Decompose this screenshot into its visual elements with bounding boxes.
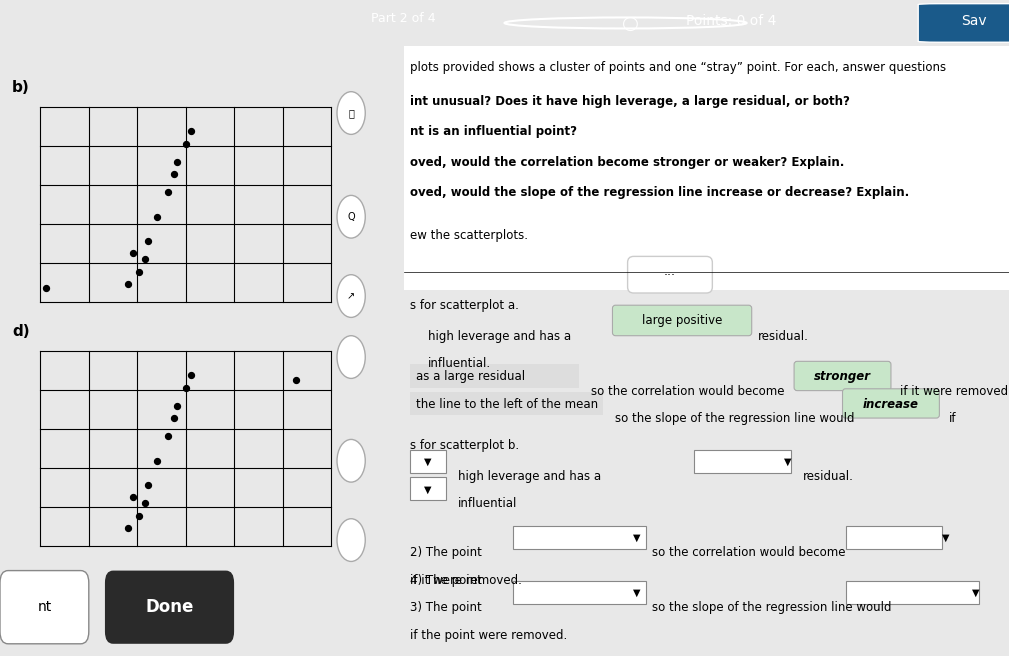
FancyBboxPatch shape <box>410 364 579 388</box>
Text: ▼: ▼ <box>784 457 792 467</box>
Text: ▼: ▼ <box>424 457 432 467</box>
Text: if it were removed.: if it were removed. <box>410 573 522 586</box>
Point <box>169 401 185 411</box>
Point <box>125 492 141 502</box>
Text: oved, would the correlation become stronger or weaker? Explain.: oved, would the correlation become stron… <box>410 155 845 169</box>
Point <box>165 413 182 423</box>
Text: ew the scatterplots.: ew the scatterplots. <box>410 229 528 242</box>
Text: Points: 0 of 4: Points: 0 of 4 <box>686 14 777 28</box>
Text: Q: Q <box>347 212 355 222</box>
FancyBboxPatch shape <box>694 450 791 473</box>
Text: ...: ... <box>664 265 676 278</box>
Point <box>119 523 135 533</box>
Point <box>288 375 304 386</box>
Point <box>140 236 156 247</box>
Circle shape <box>337 195 365 238</box>
Point <box>137 254 153 264</box>
Point <box>140 480 156 491</box>
Text: influential.: influential. <box>428 357 491 370</box>
Point <box>165 169 182 179</box>
Text: if it were removed.: if it were removed. <box>900 384 1009 398</box>
FancyBboxPatch shape <box>105 571 234 644</box>
Point <box>119 279 135 289</box>
Text: nt is an influential point?: nt is an influential point? <box>410 125 577 138</box>
Circle shape <box>337 92 365 134</box>
Point <box>131 510 147 521</box>
Text: stronger: stronger <box>814 370 871 383</box>
Text: residual.: residual. <box>803 470 854 483</box>
Text: high leverage and has a: high leverage and has a <box>458 470 601 483</box>
Point <box>38 283 54 294</box>
Text: as a large residual: as a large residual <box>416 370 525 383</box>
Text: influential: influential <box>458 497 518 510</box>
Text: s for scatterplot b.: s for scatterplot b. <box>410 440 519 453</box>
FancyBboxPatch shape <box>794 361 891 390</box>
Circle shape <box>337 440 365 482</box>
Text: int unusual? Does it have high leverage, a large residual, or both?: int unusual? Does it have high leverage,… <box>410 94 850 108</box>
Text: 4) The point: 4) The point <box>410 573 481 586</box>
Text: the line to the left of the mean: the line to the left of the mean <box>416 398 598 411</box>
Text: ↗: ↗ <box>347 291 355 301</box>
Text: increase: increase <box>863 398 919 411</box>
Point <box>184 370 200 380</box>
FancyBboxPatch shape <box>846 526 942 549</box>
FancyBboxPatch shape <box>612 305 752 336</box>
FancyBboxPatch shape <box>404 46 1009 290</box>
Text: Sav: Sav <box>961 14 987 28</box>
FancyBboxPatch shape <box>410 450 446 473</box>
Text: ▼: ▼ <box>633 588 641 598</box>
Point <box>169 157 185 167</box>
Text: if: if <box>948 412 956 425</box>
Point <box>160 431 177 441</box>
FancyBboxPatch shape <box>410 478 446 501</box>
Point <box>148 455 164 466</box>
Text: so the correlation would become: so the correlation would become <box>652 546 846 559</box>
Text: high leverage and has a: high leverage and has a <box>428 329 571 342</box>
Text: b): b) <box>12 80 30 94</box>
Point <box>131 266 147 277</box>
Point <box>148 211 164 222</box>
Point <box>184 126 200 136</box>
Point <box>160 187 177 197</box>
Text: 🔍: 🔍 <box>348 108 354 118</box>
Text: nt: nt <box>37 600 51 614</box>
Text: ▼: ▼ <box>972 588 980 598</box>
Text: Done: Done <box>145 598 194 616</box>
Text: Part 2 of 4: Part 2 of 4 <box>371 12 436 25</box>
Text: ▼: ▼ <box>941 533 949 543</box>
FancyBboxPatch shape <box>846 581 979 604</box>
FancyBboxPatch shape <box>628 256 712 293</box>
Point <box>125 248 141 258</box>
Circle shape <box>337 519 365 562</box>
Text: large positive: large positive <box>642 314 722 327</box>
FancyBboxPatch shape <box>918 4 1009 42</box>
FancyBboxPatch shape <box>0 571 89 644</box>
FancyBboxPatch shape <box>843 389 939 418</box>
Text: so the correlation would become: so the correlation would become <box>591 384 785 398</box>
Circle shape <box>337 336 365 379</box>
Text: if the point were removed.: if the point were removed. <box>410 628 567 642</box>
Text: s for scatterplot a.: s for scatterplot a. <box>410 299 519 312</box>
Point <box>178 382 194 393</box>
Text: 2) The point: 2) The point <box>410 546 481 559</box>
Text: 3) The point: 3) The point <box>410 601 481 614</box>
Text: plots provided shows a cluster of points and one “stray” point. For each, answer: plots provided shows a cluster of points… <box>410 61 945 74</box>
Text: oved, would the slope of the regression line increase or decrease? Explain.: oved, would the slope of the regression … <box>410 186 909 199</box>
Text: ▼: ▼ <box>633 533 641 543</box>
Point <box>137 499 153 509</box>
Text: ○: ○ <box>623 14 639 32</box>
Point <box>178 138 194 149</box>
Text: d): d) <box>12 324 29 338</box>
Text: so the slope of the regression line would: so the slope of the regression line woul… <box>652 601 891 614</box>
FancyBboxPatch shape <box>513 526 646 549</box>
FancyBboxPatch shape <box>513 581 646 604</box>
FancyBboxPatch shape <box>410 392 603 415</box>
Circle shape <box>337 275 365 318</box>
Text: so the slope of the regression line would: so the slope of the regression line woul… <box>615 412 855 425</box>
Text: residual.: residual. <box>758 329 808 342</box>
Text: ▼: ▼ <box>424 484 432 495</box>
